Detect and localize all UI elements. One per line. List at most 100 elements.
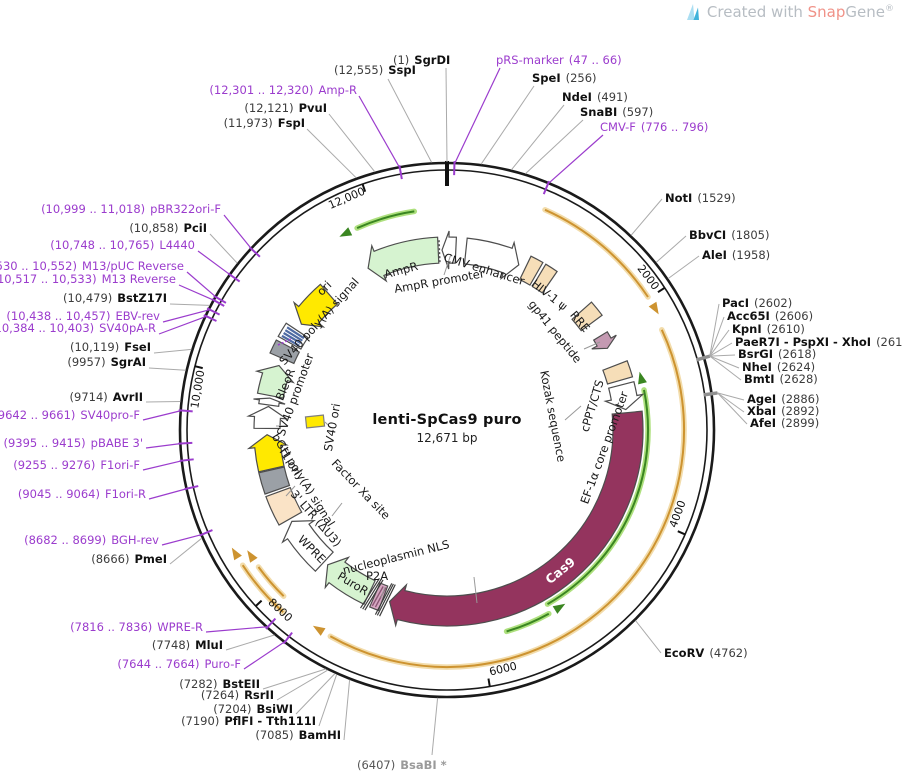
site-connector-sv40pa-r (158, 315, 207, 335)
site-label-ecorv[interactable]: EcoRV (4762) (664, 646, 748, 660)
site-label-bsiwi[interactable]: (7204) BsiWI (213, 702, 293, 716)
feature-ampr-promoter[interactable] (441, 230, 458, 270)
orf-arc-green-6[interactable] (506, 612, 550, 633)
feature-label-sv40-ori[interactable]: SV40 ori (321, 402, 343, 452)
site-connector-cmv-f (547, 134, 604, 185)
inner-connector-7 (473, 576, 478, 604)
feature-ef-1a-core-promoter[interactable] (603, 380, 645, 411)
site-label-pbabe-3[interactable]: (9395 .. 9415) pBABE 3' (4, 436, 144, 450)
site-label-bmti[interactable]: BmtI (2628) (744, 372, 818, 386)
site-label-sv40pro-f[interactable]: (9642 .. 9661) SV40pro-F (0, 408, 140, 422)
site-label-f1ori-r[interactable]: (9045 .. 9064) F1ori-R (18, 487, 146, 501)
feature-cppt-cts[interactable] (602, 360, 634, 385)
site-label-puro-f[interactable]: (7644 .. 7664) Puro-F (117, 657, 241, 671)
feature-puror[interactable] (324, 556, 376, 606)
site-label-spei[interactable]: SpeI (256) (532, 71, 597, 85)
site-label-fsei[interactable]: (10,119) FseI (70, 340, 151, 354)
site-label-mlui[interactable]: (7748) MluI (152, 638, 223, 652)
feature-hiv-1-psi-segment-1[interactable] (518, 255, 544, 286)
site-label-bsabi[interactable]: (6407) BsaBI * (357, 758, 447, 772)
nls-hatch-1-1 (362, 578, 382, 610)
feature-ampr[interactable] (367, 236, 440, 283)
orf-arc-green-5[interactable] (546, 389, 649, 605)
feature-rre[interactable] (571, 301, 603, 332)
site-label-bgh-rev[interactable]: (8682 .. 8699) BGH-rev (24, 533, 159, 547)
site-label-paer7i-pspxi-xhoi[interactable]: PaeR7I - PspXI - XhoI(2612) (735, 335, 902, 349)
site-label-prs-marker[interactable]: pRS-marker (47 .. 66) (496, 53, 622, 67)
site-label-pflfi-tth111i[interactable]: (7190) PflFI - Tth111I (181, 714, 316, 728)
site-label-nhei[interactable]: NheI (2624) (742, 360, 815, 374)
site-label-pcii[interactable]: (10,858) PciI (129, 221, 207, 235)
feature-sv40-ori[interactable] (304, 414, 326, 429)
site-connector-bsrgi (709, 354, 736, 357)
site-label-pmei[interactable]: (8666) PmeI (91, 552, 167, 566)
orf-arrowhead-green-5 (638, 371, 647, 385)
axis-tick-5 (361, 183, 367, 192)
feature-bgh-poly-a-signal[interactable] (258, 466, 291, 495)
site-connector-ecorv (635, 620, 662, 654)
site-connector-f1ori-r (148, 487, 188, 500)
feature-label-kozak-sequence[interactable]: Kozak sequence (537, 369, 568, 463)
site-label-bstz17i[interactable]: (10,479) BstZ17I (63, 291, 167, 305)
site-label-bamhi[interactable]: (7085) BamHI (255, 728, 341, 742)
feature-ori[interactable] (292, 283, 339, 328)
watermark-brand-snap: Snap (807, 3, 846, 21)
orf-arc-gold-2[interactable] (241, 564, 284, 613)
site-label-alei[interactable]: AleI (1958) (702, 248, 770, 262)
orf-arc-gold-3[interactable] (257, 566, 285, 597)
feature-label-cppt-cts[interactable]: cPPT/CTS (578, 378, 607, 433)
feature-sv40-promoter-sliver[interactable] (253, 397, 286, 407)
feature-label-nucleoplasmin-nls[interactable]: nucleoplasmin NLS (341, 537, 451, 577)
site-label-snabi[interactable]: SnaBI (597) (580, 105, 653, 119)
site-label-ndei[interactable]: NdeI (491) (562, 90, 628, 104)
site-label-sgrdi[interactable]: (1) SgrDI (393, 53, 450, 67)
site-label-kpni[interactable]: KpnI (2610) (732, 322, 805, 336)
site-label-f1ori-f[interactable]: (9255 .. 9276) F1ori-F (13, 458, 140, 472)
feature-3-ltr-du3[interactable] (265, 486, 303, 526)
site-connector-puro-f (243, 640, 286, 670)
site-connector-pbabe-3 (145, 442, 182, 449)
feature-sv40-polya-gray-segment[interactable] (269, 339, 301, 365)
site-label-sv40pa-r[interactable]: (10,384 .. 10,403) SV40pA-R (0, 321, 156, 335)
site-label-bsteii[interactable]: (7282) BstEII (179, 677, 260, 691)
site-label-agei[interactable]: AgeI (2886) (747, 392, 819, 406)
site-label-bbvci[interactable]: BbvCI (1805) (689, 228, 769, 242)
feature-cmv-enhancer[interactable] (463, 237, 520, 281)
site-label-m13-puc-reverse[interactable]: (10,530 .. 10,552)M13/pUC Reverse (0, 259, 184, 273)
site-connector-fspi (306, 128, 357, 179)
site-label-pbr322ori-f[interactable]: (10,999 .. 11,018) pBR322ori-F (41, 202, 221, 216)
site-connector-mlui (225, 634, 275, 651)
site-label-sgrai[interactable]: (9957) SgrAI (67, 355, 146, 369)
site-label-bsrgi[interactable]: BsrGI (2618) (738, 347, 816, 361)
site-label-afei[interactable]: AfeI (2899) (750, 416, 819, 430)
feature-hiv-1-psi-segment-2[interactable] (531, 263, 558, 294)
feature-label-factor-xa-site[interactable]: Factor Xa site (329, 456, 393, 522)
feature-cas9[interactable] (388, 410, 644, 628)
site-label-wpre-r[interactable]: (7816 .. 7836) WPRE-R (70, 620, 203, 634)
feature-gp41-peptide[interactable] (591, 330, 617, 350)
site-label-ebv-rev[interactable]: (10,438 .. 10,457) EBV-rev (6, 309, 160, 323)
site-label-xbai[interactable]: XbaI (2892) (747, 404, 819, 418)
site-label-m13-reverse[interactable]: (10,517 .. 10,533) M13 Reverse (0, 272, 176, 286)
site-label-amp-r[interactable]: (12,301 .. 12,320) Amp-R (209, 83, 357, 97)
site-label-paci[interactable]: PacI (2602) (722, 296, 792, 310)
feature-f1-ori[interactable] (246, 433, 289, 473)
site-label-noti[interactable]: NotI (1529) (665, 191, 736, 205)
feature-separator-dotted (438, 238, 441, 263)
site-label-rsrii[interactable]: (7264) RsrII (201, 688, 274, 702)
site-label-cmv-f[interactable]: CMV-F (776 .. 796) (600, 120, 708, 134)
site-label-sspi[interactable]: (12,555) SspI (334, 63, 416, 77)
orf-arc-gold-1[interactable] (329, 329, 686, 668)
site-label-fspi[interactable]: (11,973) FspI (224, 116, 305, 130)
site-label-l4440[interactable]: (10,748 .. 10,765) L4440 (50, 238, 195, 252)
feature-label-p2a[interactable]: P2A (366, 569, 388, 583)
orf-arc-green-4[interactable] (356, 210, 415, 230)
site-label-pvui[interactable]: (12,121) PvuI (244, 101, 327, 115)
orf-arc-gold-0[interactable] (544, 208, 649, 298)
feature-wpre[interactable] (281, 520, 334, 573)
site-label-acc65i[interactable]: Acc65I (2606) (727, 309, 813, 323)
feature-bleor[interactable] (254, 364, 295, 399)
site-connector-fsei (153, 348, 192, 354)
site-label-avrii[interactable]: (9714) AvrII (70, 390, 143, 404)
orf-arrowhead-gold-0 (648, 301, 659, 315)
